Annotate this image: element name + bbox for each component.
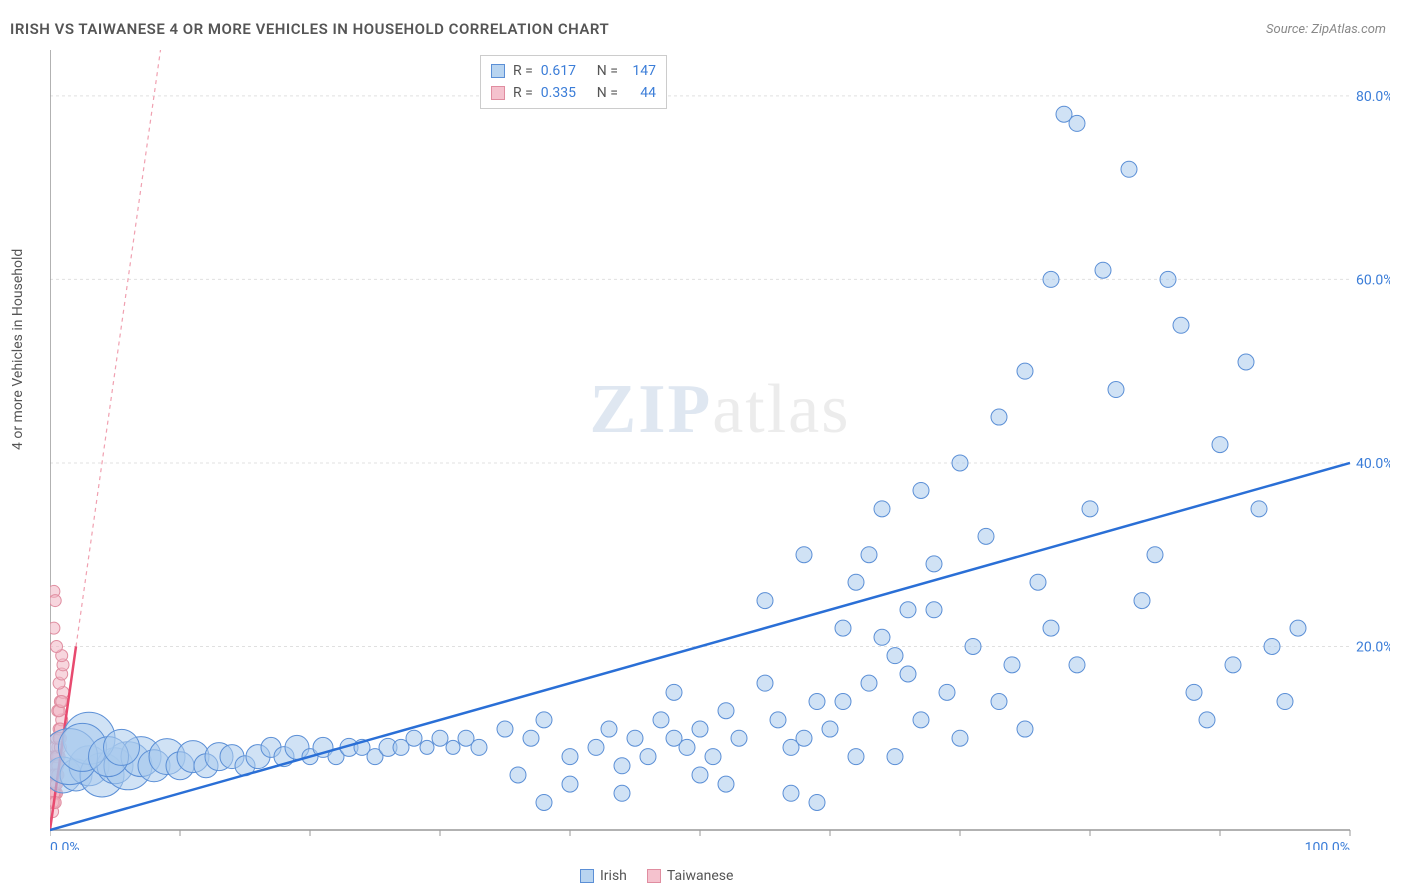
y-axis-label: 4 or more Vehicles in Household (10, 249, 26, 450)
stats-row: R =0.335N =44 (491, 82, 656, 104)
svg-text:20.0%: 20.0% (1356, 639, 1390, 655)
swatch-icon (647, 869, 661, 883)
svg-text:40.0%: 40.0% (1356, 456, 1390, 472)
svg-text:60.0%: 60.0% (1356, 272, 1390, 288)
scatter-chart: 20.0% 40.0% 60.0% 80.0% 0.0% 100.0% (50, 50, 1390, 850)
bottom-legend: Irish Taiwanese (580, 868, 733, 884)
svg-text:100.0%: 100.0% (1305, 840, 1350, 850)
svg-text:80.0%: 80.0% (1356, 89, 1390, 105)
stats-box: R =0.617N =147R =0.335N =44 (480, 55, 667, 109)
chart-title: IRISH VS TAIWANESE 4 OR MORE VEHICLES IN… (10, 20, 609, 38)
chart-area: 20.0%40.0%60.0%80.0%0.0%100.0% ZIPatlas (50, 50, 1390, 850)
swatch-icon (580, 869, 594, 883)
swatch-icon (491, 86, 505, 100)
svg-text:0.0%: 0.0% (50, 840, 80, 850)
source-label: Source: ZipAtlas.com (1266, 22, 1386, 37)
legend-item: Taiwanese (647, 868, 734, 884)
stats-row: R =0.617N =147 (491, 60, 656, 82)
legend-item: Irish (580, 868, 627, 884)
swatch-icon (491, 64, 505, 78)
